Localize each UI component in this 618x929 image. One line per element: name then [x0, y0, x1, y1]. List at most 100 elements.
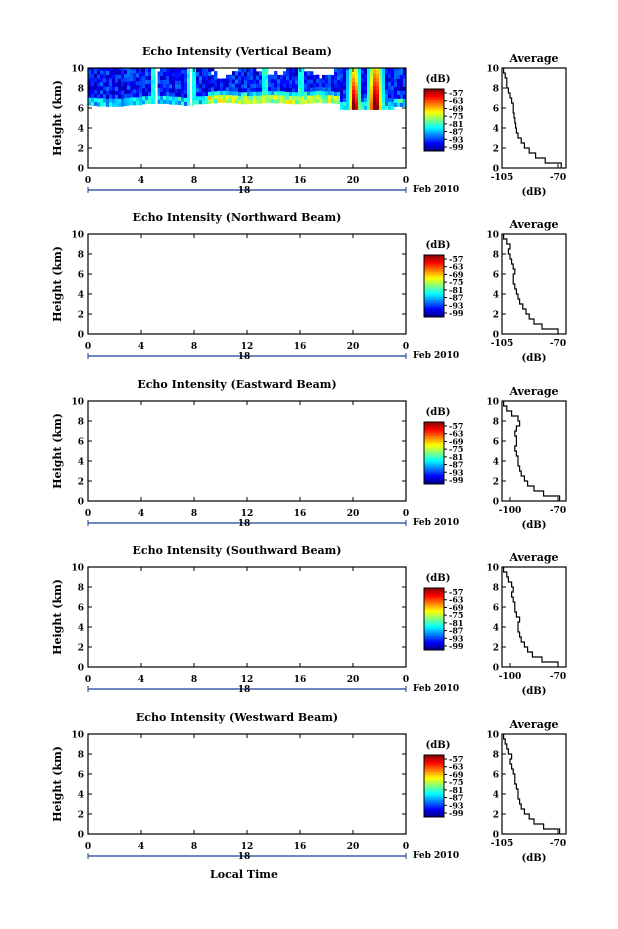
heatmap-cell	[133, 57, 136, 61]
heatmap-cell	[118, 78, 122, 83]
heatmap-cell	[403, 47, 406, 51]
heatmap-cell	[358, 46, 361, 50]
heatmap-cell	[292, 83, 296, 89]
heatmap-cell	[103, 73, 107, 79]
heatmap-cell	[400, 78, 404, 83]
heatmap-cell	[394, 51, 397, 55]
heatmap-cell	[370, 38, 373, 42]
heatmap-cell	[268, 94, 272, 100]
colorbar-tick-label: -75	[449, 277, 463, 287]
heatmap-cell	[391, 14, 394, 18]
heatmap-cell	[385, 105, 389, 110]
heatmap-cell	[385, 85, 389, 90]
heatmap-cell	[361, 73, 365, 78]
heatmap-cell	[106, 58, 109, 62]
heatmap-cell	[235, 87, 239, 92]
heatmap-cell	[367, 18, 370, 22]
heatmap-cell	[385, 18, 388, 22]
heatmap-cell	[322, 86, 326, 92]
heatmap-cell	[124, 53, 127, 57]
heatmap-cell	[208, 79, 212, 85]
heatmap-cell	[376, 14, 379, 18]
heatmap-cell	[100, 46, 103, 50]
heatmap-cell	[343, 18, 346, 22]
heatmap-cell	[376, 38, 379, 42]
heatmap-cell	[193, 60, 196, 64]
heatmap-cell	[379, 26, 382, 30]
heatmap-cell	[124, 53, 127, 57]
heatmap-cell	[388, 22, 391, 26]
heatmap-cell	[394, 43, 397, 47]
colorbar-swatch	[424, 102, 444, 105]
heatmap-cell	[364, 58, 367, 62]
colorbar-label: (dB)	[426, 74, 451, 85]
heatmap-cell	[145, 68, 149, 73]
colorbar-swatch	[424, 303, 444, 305]
heatmap-cell	[346, 22, 349, 26]
heatmap-cell	[373, 50, 376, 54]
heatmap-cell	[349, 58, 352, 62]
heatmap-cell	[367, 14, 370, 18]
heatmap-cell	[343, 77, 347, 82]
heatmap-cell	[400, 55, 403, 59]
heatmap-cell	[361, 18, 364, 22]
colorbar-swatch	[424, 89, 444, 91]
heatmap-cell	[364, 42, 367, 46]
heatmap-cell	[343, 38, 346, 42]
heatmap-cell	[367, 58, 370, 62]
heatmap-cell	[142, 83, 146, 89]
heatmap-cell	[358, 38, 361, 42]
colorbar-swatch	[424, 301, 444, 304]
heatmap-cell	[349, 34, 352, 38]
heatmap-cell	[127, 50, 130, 54]
heatmap-cell	[349, 62, 352, 66]
heatmap-cell	[229, 82, 233, 88]
heatmap-cell	[403, 43, 406, 47]
heatmap-cell	[121, 34, 124, 38]
heatmap-cell	[214, 59, 217, 63]
heatmap-cell	[376, 58, 379, 62]
heatmap-cell	[340, 30, 343, 34]
heatmap-cell	[184, 101, 188, 106]
heatmap-cell	[364, 30, 367, 34]
heatmap-cell	[388, 14, 391, 18]
heatmap-cell	[157, 71, 161, 76]
heatmap-cell	[352, 22, 355, 26]
heatmap-cell	[136, 45, 139, 49]
profile-y-tick-label: 2	[493, 478, 499, 488]
heatmap-cell	[187, 68, 191, 71]
heatmap-cell	[181, 73, 185, 78]
heatmap-cell	[142, 71, 146, 77]
heatmap-cell	[289, 91, 293, 96]
heatmap-cell	[367, 89, 371, 94]
heatmap-cell	[136, 61, 139, 65]
heatmap-cell	[331, 71, 334, 75]
heatmap-cell	[223, 75, 226, 79]
heatmap-cell	[190, 26, 193, 30]
heatmap-cell	[361, 46, 364, 50]
heatmap-cell	[130, 80, 134, 86]
heatmap-cell	[148, 83, 152, 88]
heatmap-cell	[370, 73, 374, 78]
heatmap-cell	[91, 73, 95, 78]
heatmap-cell	[373, 34, 376, 38]
heatmap-cell	[166, 79, 170, 84]
heatmap-cell	[403, 59, 406, 63]
heatmap-cell	[349, 46, 352, 50]
heatmap-cell	[118, 90, 122, 95]
heatmap-cell	[184, 68, 188, 70]
colorbar-swatch	[424, 135, 444, 138]
heatmap-cell	[361, 38, 364, 42]
colorbar-swatch	[424, 423, 444, 426]
heatmap-cell	[274, 87, 278, 92]
heatmap-cell	[217, 82, 221, 87]
heatmap-cell	[190, 34, 193, 38]
heatmap-cell	[190, 38, 193, 42]
heatmap-cell	[100, 50, 103, 54]
heatmap-cell	[112, 58, 115, 62]
heatmap-cell	[133, 77, 137, 82]
heatmap-cell	[295, 83, 299, 89]
heatmap-cell	[355, 38, 358, 42]
heatmap-cell	[340, 34, 343, 38]
heatmap-cell	[103, 77, 107, 83]
